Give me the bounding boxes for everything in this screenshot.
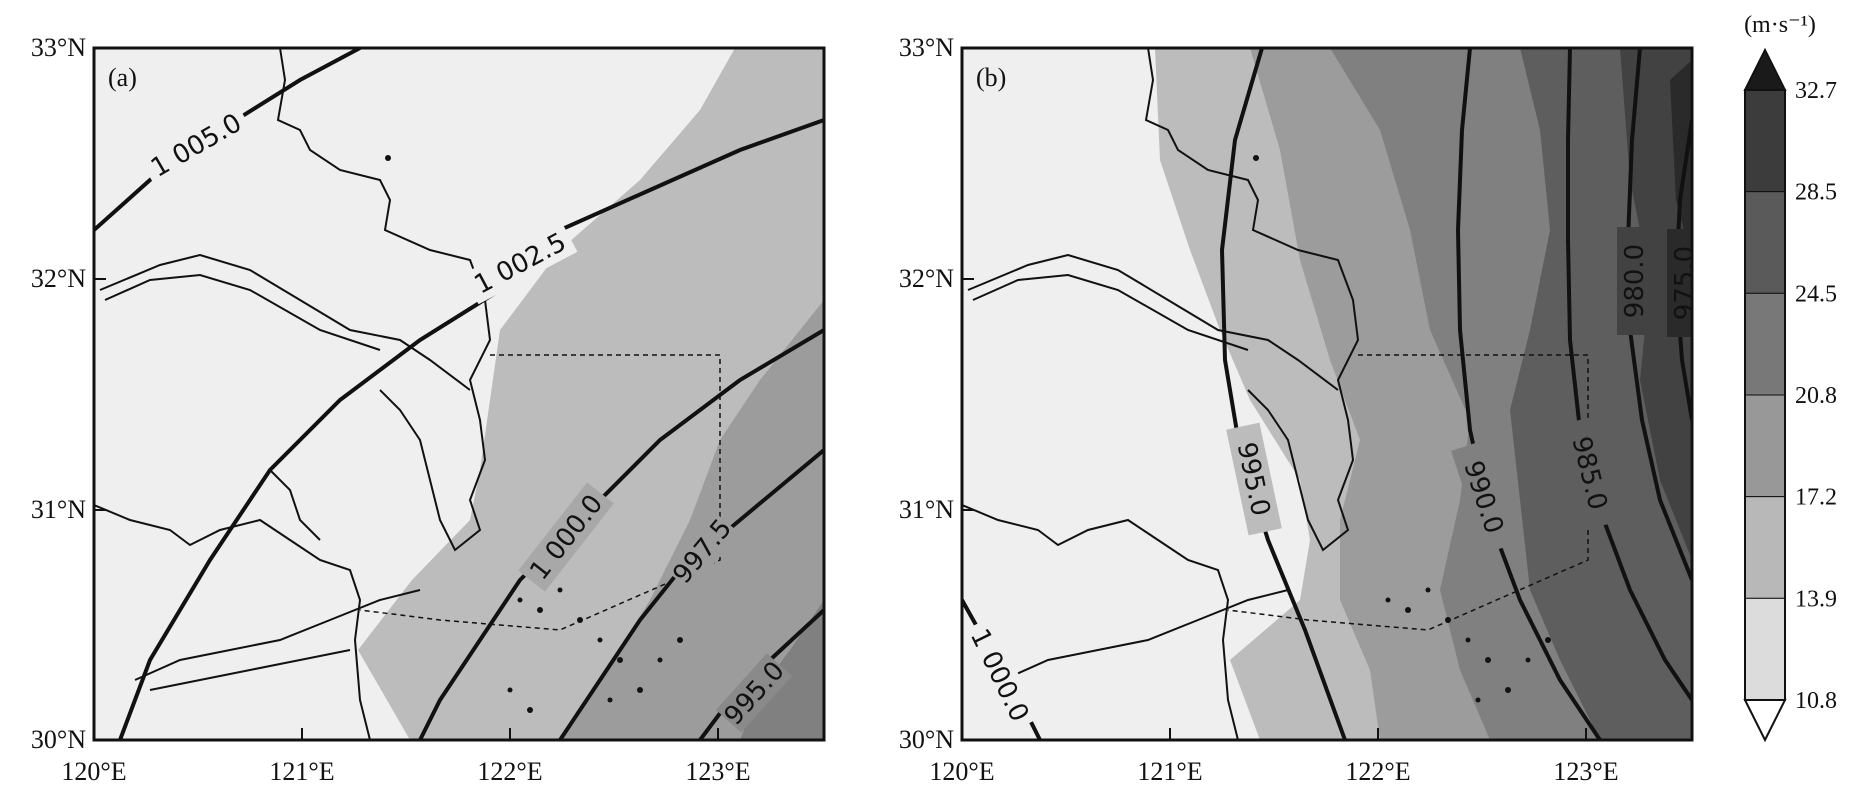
- panel-b-x-tick-123e: 123°E: [1553, 757, 1618, 786]
- panel-a-x-axis: 120°E 121°E 122°E 123°E: [61, 728, 751, 786]
- panel-a-x-tick-120e: 120°E: [61, 757, 126, 786]
- panel-b-y-tick-30n: 30°N: [899, 725, 954, 754]
- panel-b: 995.0 990.0 985.0 980.0 975.0 1 000.0 (b…: [960, 46, 1700, 742]
- panel-b-isobar-990: [1455, 48, 1602, 740]
- colorbar-level-label: 32.7: [1795, 78, 1837, 104]
- colorbar-swatch: [1744, 89, 1786, 193]
- panel-a-x-tick-122e: 122°E: [477, 757, 542, 786]
- panel-b-shade-level-6: [1670, 60, 1692, 260]
- panel-a-coastline: [94, 48, 492, 740]
- colorbar-unit: (m·s⁻¹): [1744, 12, 1816, 38]
- panel-b-islands: [1253, 155, 1551, 703]
- colorbar-swatch: [1744, 394, 1786, 498]
- panel-b-x-tick-121e: 121°E: [1137, 757, 1202, 786]
- panel-b-y-tick-32n: 32°N: [899, 264, 954, 293]
- colorbar-swatches: [1743, 47, 1787, 743]
- panel-b-label: (b): [976, 63, 1006, 92]
- colorbar-swatch: [1744, 292, 1786, 396]
- colorbar-swatch: [1744, 496, 1786, 599]
- panel-b-contour-label-975: 975.0: [1670, 246, 1700, 320]
- panel-a-frame: [92, 46, 826, 742]
- panel-b-y-tick-31n: 31°N: [899, 495, 954, 524]
- panel-a-x-tick-123e: 123°E: [685, 757, 750, 786]
- panel-a-x-tick-121e: 121°E: [269, 757, 334, 786]
- panel-b-y-axis: 33°N 32°N 31°N 30°N: [899, 33, 974, 754]
- colorbar-level-label: 13.9: [1795, 586, 1837, 612]
- panel-a-y-tick-31n: 31°N: [31, 495, 86, 524]
- panel-b-frame: [960, 46, 1694, 742]
- panel-b-x-tick-120e: 120°E: [929, 757, 994, 786]
- panel-a: 1 005.0 1 002.5 1 000.0 997.5 995.0 (a): [92, 46, 826, 742]
- panel-b-contour-label-980: 980.0: [1620, 244, 1650, 318]
- panel-a-y-tick-30n: 30°N: [31, 725, 86, 754]
- panel-b-x-tick-122e: 122°E: [1345, 757, 1410, 786]
- colorbar-swatch: [1744, 191, 1786, 294]
- panel-a-map-area: 1 005.0 1 002.5 1 000.0 997.5 995.0: [94, 48, 824, 740]
- panel-a-islands: [385, 155, 683, 713]
- colorbar-extend-max: [1743, 47, 1787, 91]
- colorbar-level-label: 24.5: [1795, 281, 1837, 307]
- panel-b-coastline: [962, 48, 1360, 740]
- colorbar-extend-min: [1743, 699, 1787, 743]
- panel-b-x-axis: 120°E 121°E 122°E 123°E: [929, 728, 1619, 786]
- panel-b-y-tick-33n: 33°N: [899, 33, 954, 62]
- panel-b-isobar-995: [1219, 48, 1347, 740]
- panel-a-shade-level-2: [560, 300, 824, 740]
- colorbar-level-label: 20.8: [1795, 383, 1837, 409]
- colorbar-swatch: [1744, 597, 1786, 701]
- panel-b-dashed-boundary: [1227, 354, 1589, 631]
- panel-a-isobar-997-5: [558, 448, 824, 740]
- colorbar-level-label: 17.2: [1795, 485, 1837, 511]
- colorbar-labels: 32.7 28.5 24.5 20.8 17.2 13.9 10.8: [1795, 78, 1837, 714]
- colorbar-level-label: 28.5: [1795, 180, 1837, 206]
- colorbar: (m·s⁻¹) 32.7 28.5 24.5 20.8 17.2 13.9 10.8: [1743, 12, 1837, 743]
- panel-b-shade-level-5: [1620, 48, 1692, 560]
- panel-a-label: (a): [108, 63, 137, 92]
- panel-a-y-tick-33n: 33°N: [31, 33, 86, 62]
- panel-a-y-tick-32n: 32°N: [31, 264, 86, 293]
- panel-a-isobar-1002-5: [118, 118, 824, 740]
- panel-b-map-area: 995.0 990.0 985.0 980.0 975.0 1 000.0: [962, 48, 1700, 740]
- colorbar-level-label: 10.8: [1795, 688, 1837, 714]
- panel-a-y-axis: 33°N 32°N 31°N 30°N: [31, 33, 106, 754]
- panel-a-dashed-boundary: [359, 354, 721, 631]
